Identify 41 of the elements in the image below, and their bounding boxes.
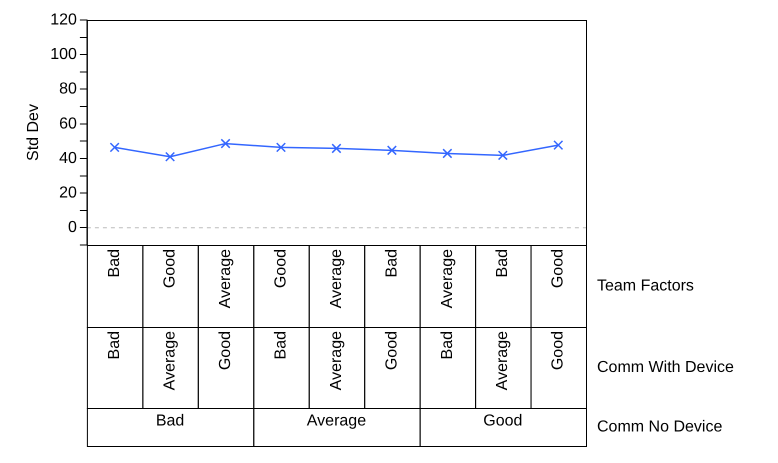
text: Bad	[106, 331, 124, 360]
text: Good	[550, 331, 567, 370]
x-tick-label: Good	[550, 249, 567, 288]
point	[442, 148, 452, 158]
x-tick-label: Bad	[106, 249, 124, 278]
text: Good	[483, 412, 522, 430]
text: Comm With Device	[597, 358, 734, 376]
text: Bad	[272, 331, 290, 360]
point	[276, 142, 286, 152]
text: Bad	[156, 412, 184, 430]
point	[165, 152, 176, 162]
y-tick-label: 100	[50, 46, 77, 64]
y-axis-title: Std Dev	[25, 104, 42, 161]
y-tick-label: 120	[50, 11, 77, 28]
x-tick-label: Average	[438, 248, 456, 308]
point	[110, 142, 120, 152]
x-tick-label: Good	[161, 249, 178, 288]
x-tick-label: Good	[272, 249, 290, 288]
text: Good	[216, 331, 234, 370]
y-tick-label: 40	[59, 150, 77, 167]
x-tick-label: Average	[216, 248, 234, 308]
point	[498, 150, 508, 160]
text: Bad	[438, 331, 456, 360]
x-tick-label: Average	[328, 248, 345, 308]
x-tick-label: Bad	[383, 249, 400, 278]
text: Good	[383, 331, 400, 370]
x-tick-label: Bad	[494, 249, 512, 278]
text: Team Factors	[597, 277, 694, 294]
text: Average	[494, 330, 512, 390]
text: Average	[328, 330, 345, 390]
y-tick-label: 0	[68, 219, 77, 236]
point	[220, 138, 231, 149]
text: Comm No Device	[597, 418, 722, 436]
y-tick-label: 80	[59, 80, 77, 98]
y-tick-label: 20	[59, 184, 77, 202]
text: Average	[161, 330, 178, 390]
text: Average	[306, 412, 366, 430]
y-tick-label: 60	[59, 115, 77, 132]
point	[386, 145, 397, 156]
point	[553, 140, 564, 150]
point	[331, 143, 342, 154]
